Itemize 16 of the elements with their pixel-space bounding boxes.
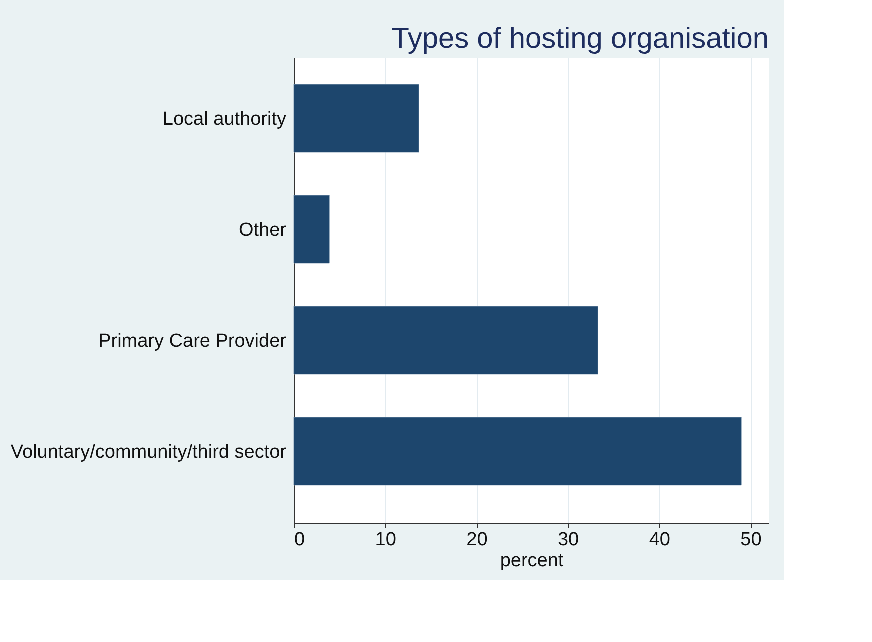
y-tick-label: Local authority (162, 108, 287, 130)
bar (294, 417, 742, 486)
x-tick-label: 0 (294, 530, 306, 550)
x-tick-label: 40 (649, 530, 670, 550)
bar (294, 306, 598, 375)
x-tick-label: 20 (466, 530, 488, 550)
bar (294, 195, 330, 264)
x-axis-title: percent (500, 550, 564, 572)
y-tick-label: Other (238, 220, 288, 241)
y-tick-label: Voluntary/community/third sector (10, 442, 288, 463)
x-tick-label: 10 (375, 530, 396, 550)
chart-title: Types of hosting organisation (392, 23, 769, 55)
x-tick-label: 30 (558, 530, 580, 550)
x-tick-label: 50 (740, 530, 762, 550)
bar (294, 84, 420, 153)
y-tick-label: Primary Care Provider (98, 330, 288, 352)
